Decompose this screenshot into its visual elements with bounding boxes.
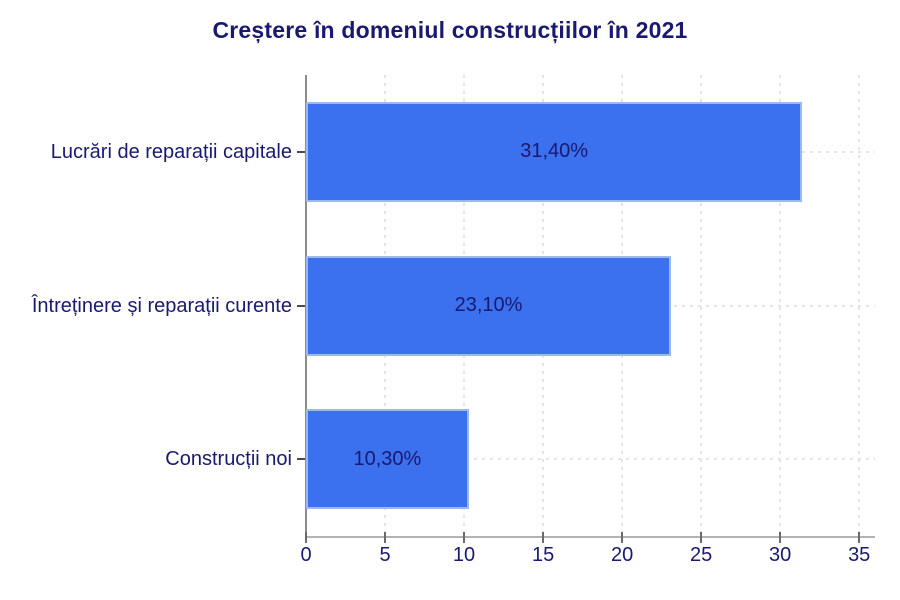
bar-3[interactable]: 10,30% <box>306 409 469 510</box>
y-tick-mark <box>297 150 305 153</box>
x-tick-label: 15 <box>531 544 555 566</box>
category-label: Întreținere și reparații curente <box>31 294 292 317</box>
x-tick-mark <box>463 532 466 543</box>
x-tick-label: 10 <box>452 544 476 566</box>
bar-value-label: 23,10% <box>454 294 523 316</box>
y-gridline <box>306 458 875 461</box>
bar-2[interactable]: 23,10% <box>306 255 672 356</box>
x-tick-label: 30 <box>769 544 792 566</box>
x-tick-mark <box>700 532 703 543</box>
x-tick-mark <box>858 532 861 543</box>
x-tick-label: 5 <box>379 544 391 566</box>
x-tick-label: 20 <box>610 544 634 566</box>
bar-value-label: 10,30% <box>353 447 422 470</box>
y-tick-mark <box>297 304 305 307</box>
x-tick-label: 35 <box>848 544 871 566</box>
x-tick-label: 25 <box>690 544 713 566</box>
chart-title: Creștere în domeniul construcțiilor în 2… <box>212 17 688 43</box>
x-tick-label: 0 <box>300 544 312 566</box>
x-tick-mark <box>542 532 545 543</box>
bar-value-label: 31,40% <box>520 140 589 163</box>
x-tick-mark <box>621 532 624 543</box>
y-tick-mark <box>297 458 305 461</box>
bar-1[interactable]: 31,40% <box>306 101 803 202</box>
category-label: Lucrări de reparații capitale <box>50 140 292 163</box>
x-tick-mark <box>305 532 307 543</box>
x-tick-mark <box>384 532 387 543</box>
category-label: Construcții noi <box>165 448 292 471</box>
x-tick-mark <box>779 532 782 543</box>
x-axis-line <box>305 536 875 538</box>
